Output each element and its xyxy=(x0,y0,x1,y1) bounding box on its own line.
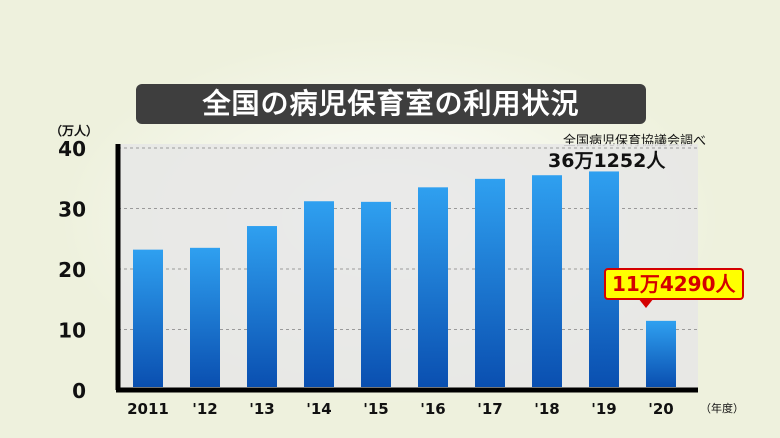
bar xyxy=(418,187,448,387)
x-tick-label: '15 xyxy=(363,400,388,418)
bar xyxy=(646,320,676,387)
x-tick-label: '19 xyxy=(591,400,616,418)
bar xyxy=(532,175,562,387)
y-tick-label: 40 xyxy=(58,137,86,161)
x-unit-label: （年度） xyxy=(700,402,744,415)
x-tick-label: '12 xyxy=(192,400,217,418)
x-tick-label: '17 xyxy=(477,400,502,418)
annotation-2020-callout: 11万4290人 xyxy=(604,268,744,308)
x-tick-label: '13 xyxy=(249,400,274,418)
bar xyxy=(304,201,334,387)
y-tick-label: 0 xyxy=(72,379,86,403)
x-tick-label: '14 xyxy=(306,400,331,418)
y-tick-label: 10 xyxy=(58,319,86,343)
y-tick-label: 30 xyxy=(58,198,86,222)
bar xyxy=(247,226,277,387)
x-tick-label: '20 xyxy=(648,400,673,418)
x-tick-label: 2011 xyxy=(127,400,169,418)
chart-title: 全国の病児保育室の利用状況 xyxy=(136,84,646,124)
bar xyxy=(190,247,220,387)
x-tick-label: '16 xyxy=(420,400,445,418)
bar xyxy=(475,178,505,387)
x-tick-label: '18 xyxy=(534,400,559,418)
y-unit-label: （万人） xyxy=(50,124,99,138)
annotation-2019-value: 36万1252人 xyxy=(548,150,666,172)
bar xyxy=(133,249,163,387)
bar xyxy=(361,201,391,387)
y-tick-label: 20 xyxy=(58,258,86,282)
